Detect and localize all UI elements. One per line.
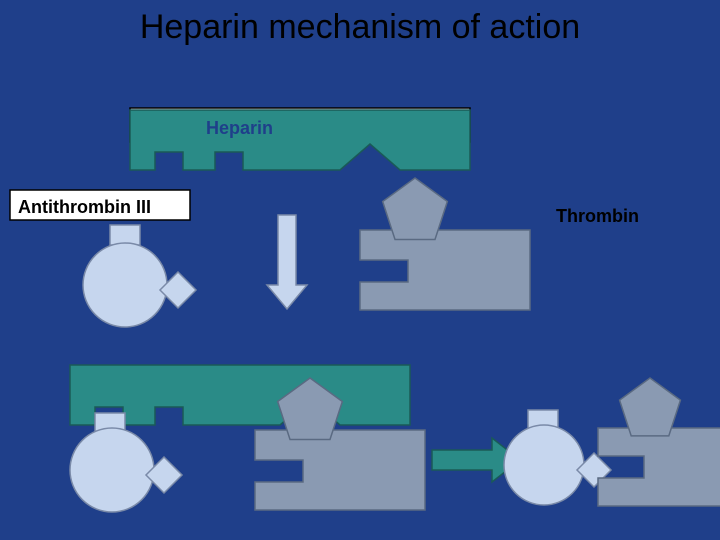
- antithrombin-label: Antithrombin III: [18, 197, 151, 218]
- thrombin-label: Thrombin: [556, 206, 639, 227]
- thrombin-right-pentagon: [0, 0, 720, 540]
- heparin-label: Heparin: [206, 118, 273, 139]
